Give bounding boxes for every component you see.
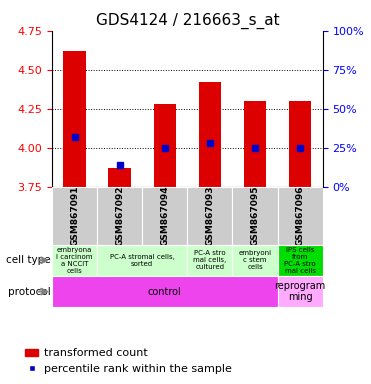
Text: embryoni
c stem
cells: embryoni c stem cells	[239, 250, 272, 270]
Text: GSM867091: GSM867091	[70, 185, 79, 246]
Bar	[278, 187, 323, 245]
Bar	[97, 187, 142, 245]
Bar	[52, 187, 97, 245]
Bar	[142, 187, 187, 245]
Bar	[278, 276, 323, 307]
Text: protocol: protocol	[8, 286, 51, 296]
Text: GSM867093: GSM867093	[206, 185, 214, 246]
Bar	[63, 51, 86, 187]
Text: reprogram
ming: reprogram ming	[275, 281, 326, 302]
Legend: transformed count, percentile rank within the sample: transformed count, percentile rank withi…	[20, 344, 236, 379]
Text: GSM867094: GSM867094	[160, 185, 169, 246]
Text: IPS cells
from
PC-A stro
mal cells: IPS cells from PC-A stro mal cells	[285, 247, 316, 274]
Text: PC-A stromal cells,
sorted: PC-A stromal cells, sorted	[110, 254, 175, 267]
Bar	[108, 169, 131, 187]
Bar	[198, 82, 221, 187]
Text: GSM867096: GSM867096	[296, 185, 305, 246]
Bar	[278, 245, 323, 276]
Text: embryona
l carcinom
a NCCIT
cells: embryona l carcinom a NCCIT cells	[56, 247, 93, 274]
Text: cell type: cell type	[6, 255, 51, 265]
Bar	[52, 245, 97, 276]
Text: PC-A stro
mal cells,
cultured: PC-A stro mal cells, cultured	[193, 250, 227, 270]
Bar	[52, 276, 278, 307]
Text: control: control	[148, 286, 182, 296]
Title: GDS4124 / 216663_s_at: GDS4124 / 216663_s_at	[96, 13, 279, 29]
Bar	[187, 245, 233, 276]
Bar	[244, 101, 266, 187]
Text: GSM867095: GSM867095	[250, 185, 260, 246]
Bar	[154, 104, 176, 187]
Bar	[233, 187, 278, 245]
Bar	[289, 101, 312, 187]
Bar	[187, 187, 233, 245]
Bar	[233, 245, 278, 276]
Bar	[97, 245, 187, 276]
Text: GSM867092: GSM867092	[115, 185, 124, 246]
